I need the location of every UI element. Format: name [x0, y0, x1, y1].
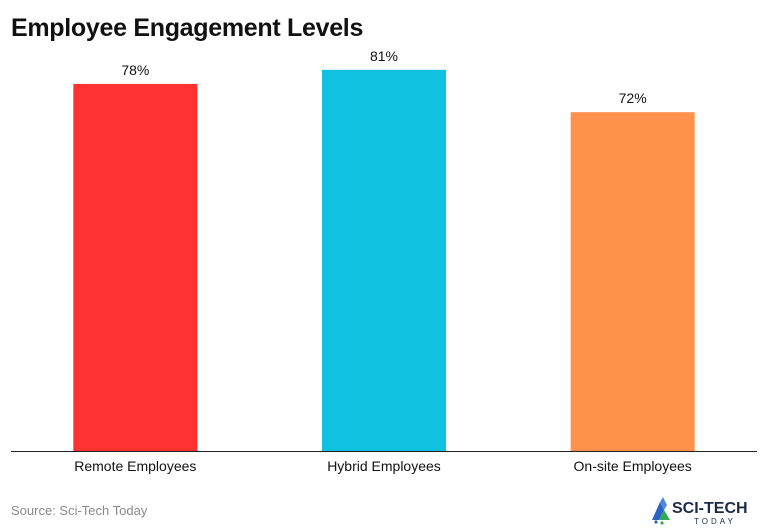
bar-2	[570, 112, 695, 452]
data-label-2: 72%	[619, 90, 647, 106]
data-label-0: 78%	[121, 62, 149, 78]
logo-text: SCI-TECH	[672, 500, 748, 517]
bars-group	[73, 69, 695, 452]
logo-mark-icon	[652, 497, 670, 525]
source-note: Source: Sci-Tech Today	[11, 503, 148, 518]
sci-tech-today-logo: SCI-TECH TODAY	[650, 496, 758, 526]
x-tick-label-2: On-site Employees	[574, 458, 692, 474]
bar-chart: 78% 81% 72% Remote Employees Hybrid Employe…	[11, 48, 757, 474]
logo-subtext: TODAY	[694, 517, 736, 526]
bar-1	[322, 69, 446, 451]
data-labels-group: 78% 81% 72%	[121, 48, 646, 106]
data-label-1: 81%	[370, 48, 398, 64]
x-tick-label-1: Hybrid Employees	[327, 458, 441, 474]
chart-title: Employee Engagement Levels	[11, 14, 364, 42]
bar-0	[73, 83, 198, 452]
x-tick-label-0: Remote Employees	[74, 458, 196, 474]
x-tick-labels-group: Remote Employees Hybrid Employees On-site …	[74, 458, 692, 474]
